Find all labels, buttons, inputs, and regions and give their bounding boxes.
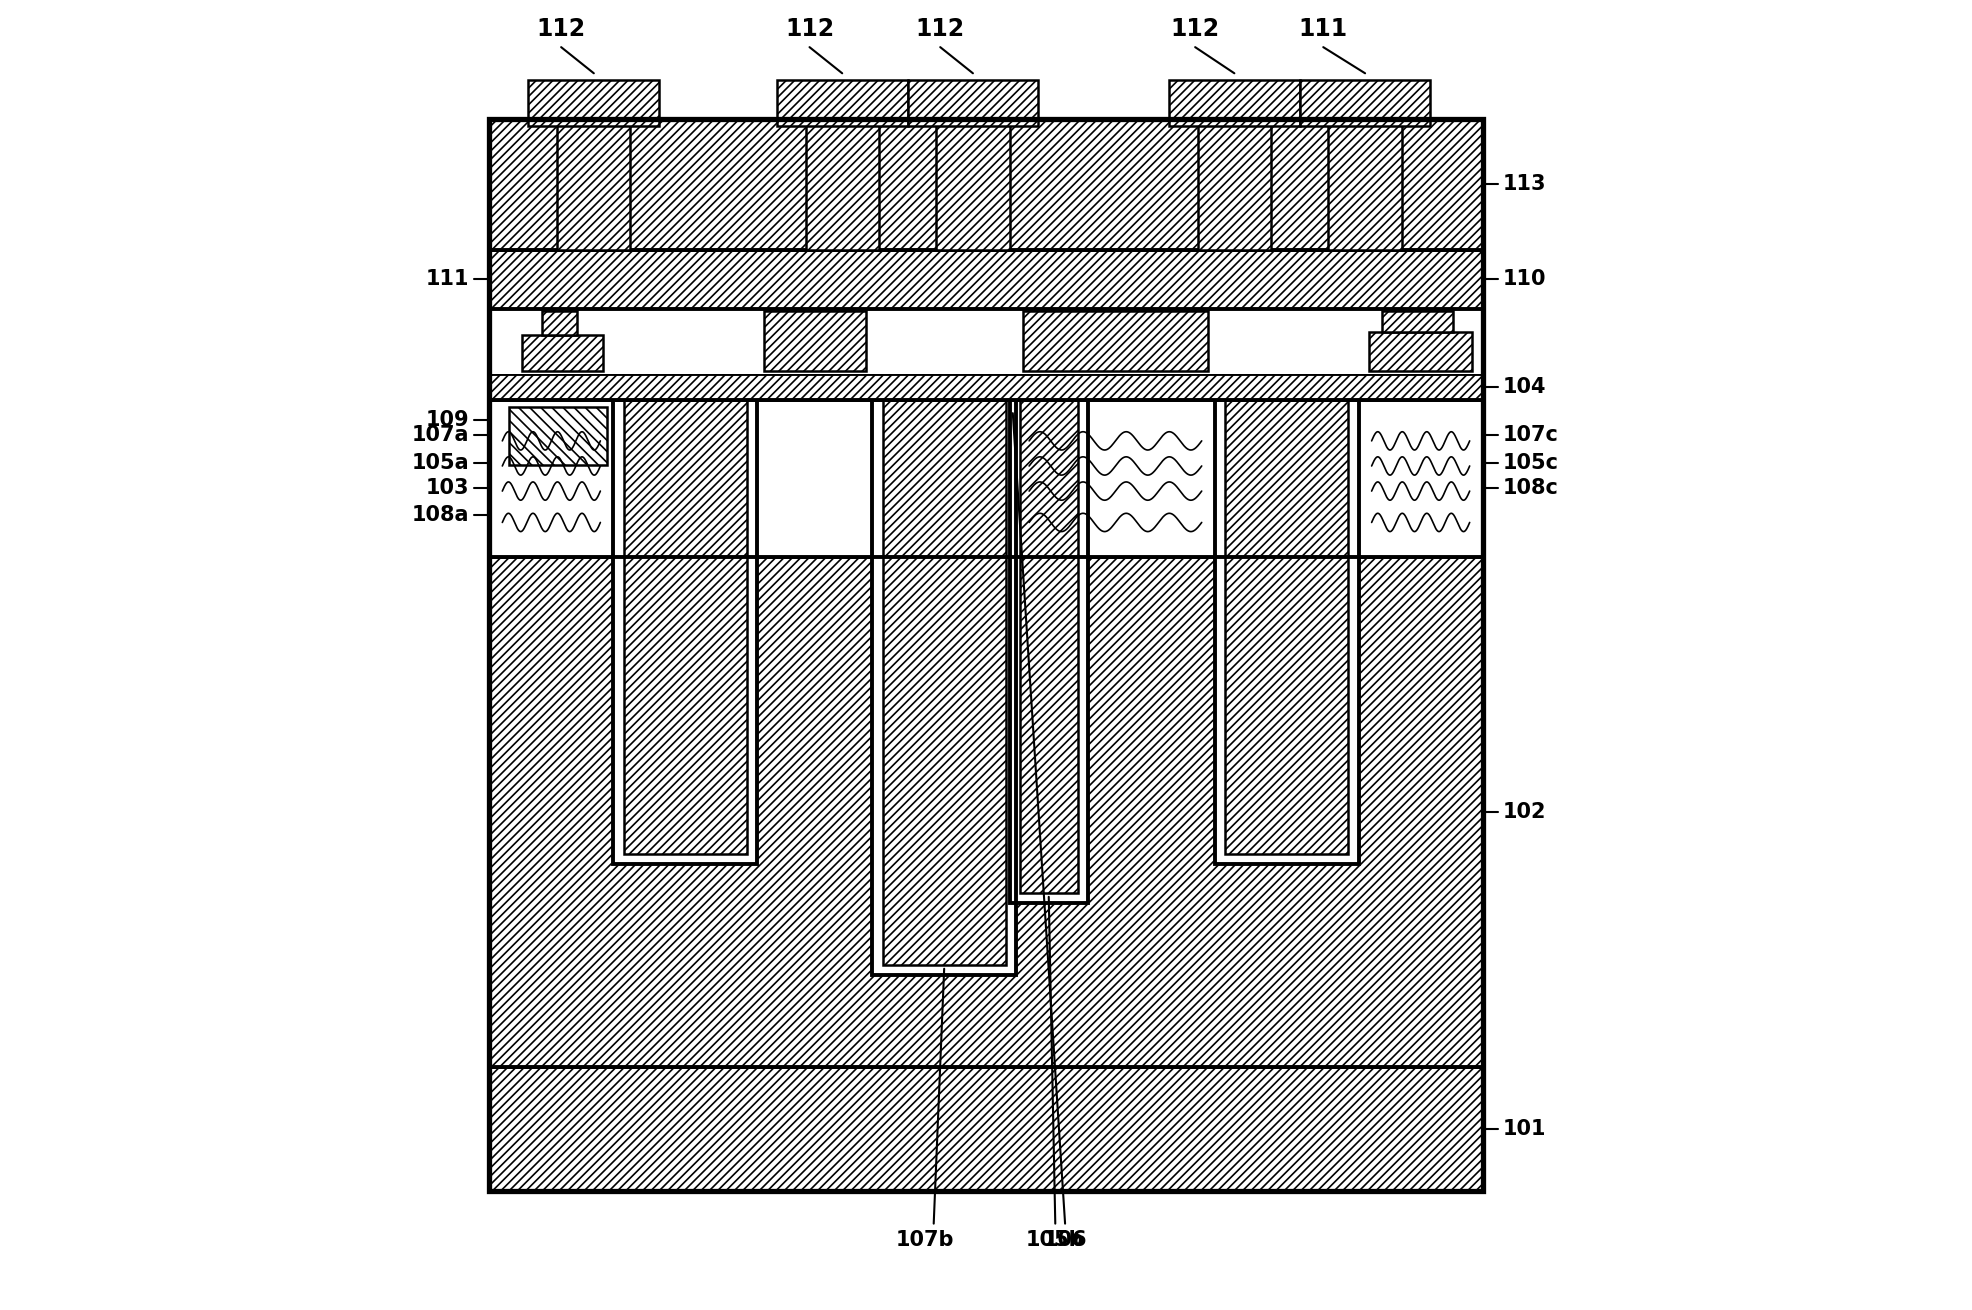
Polygon shape xyxy=(509,406,607,465)
Polygon shape xyxy=(907,80,1039,126)
Polygon shape xyxy=(623,400,747,854)
Text: 111: 111 xyxy=(426,269,469,290)
Text: 107c: 107c xyxy=(1503,424,1558,444)
Polygon shape xyxy=(1225,400,1349,854)
Polygon shape xyxy=(542,312,578,335)
Text: 109: 109 xyxy=(426,410,469,430)
Text: 111: 111 xyxy=(1300,17,1347,41)
Polygon shape xyxy=(489,309,1483,373)
Polygon shape xyxy=(523,335,603,371)
Polygon shape xyxy=(1369,333,1473,371)
Polygon shape xyxy=(1197,113,1272,250)
Text: 112: 112 xyxy=(536,17,586,41)
Polygon shape xyxy=(777,80,907,126)
Text: 106: 106 xyxy=(1043,1230,1087,1250)
Text: 105a: 105a xyxy=(412,453,469,473)
Text: 107a: 107a xyxy=(412,424,469,444)
Text: 104: 104 xyxy=(1503,377,1546,397)
Text: 112: 112 xyxy=(915,17,964,41)
Polygon shape xyxy=(1010,400,1089,904)
Polygon shape xyxy=(1382,312,1453,333)
Polygon shape xyxy=(807,113,880,250)
Text: 105b: 105b xyxy=(1025,1230,1085,1250)
Polygon shape xyxy=(489,373,1483,400)
Polygon shape xyxy=(872,400,1016,975)
Text: 112: 112 xyxy=(1171,17,1221,41)
Text: 105c: 105c xyxy=(1503,453,1558,473)
Polygon shape xyxy=(558,113,631,250)
Text: 112: 112 xyxy=(785,17,834,41)
Polygon shape xyxy=(1300,80,1430,126)
Polygon shape xyxy=(763,312,866,371)
Text: 110: 110 xyxy=(1503,269,1546,290)
Polygon shape xyxy=(1329,113,1402,250)
Polygon shape xyxy=(1020,400,1077,893)
Text: 101: 101 xyxy=(1503,1119,1546,1138)
Text: 113: 113 xyxy=(1503,174,1546,194)
Text: 108a: 108a xyxy=(412,504,469,524)
Polygon shape xyxy=(489,119,1483,250)
Polygon shape xyxy=(1023,312,1209,371)
Text: 107b: 107b xyxy=(895,1230,954,1250)
Polygon shape xyxy=(489,1066,1483,1191)
Polygon shape xyxy=(489,557,1483,1066)
Text: 102: 102 xyxy=(1503,802,1546,821)
Text: 108c: 108c xyxy=(1503,478,1558,498)
Polygon shape xyxy=(1169,80,1300,126)
Polygon shape xyxy=(489,250,1483,309)
Polygon shape xyxy=(489,400,1483,557)
Polygon shape xyxy=(883,400,1006,964)
Polygon shape xyxy=(613,400,757,865)
Polygon shape xyxy=(937,113,1010,250)
Text: 103: 103 xyxy=(426,478,469,498)
Polygon shape xyxy=(1215,400,1359,865)
Polygon shape xyxy=(528,80,659,126)
